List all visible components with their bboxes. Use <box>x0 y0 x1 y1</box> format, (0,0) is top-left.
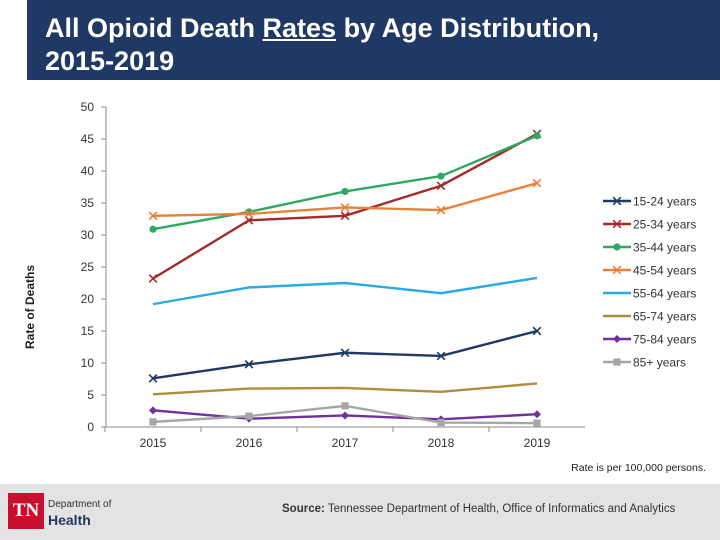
data-point-45-54-years <box>244 209 254 219</box>
title-bar: All Opioid Death Rates by Age Distributi… <box>27 0 720 80</box>
data-point-15-24-years <box>244 359 254 369</box>
legend-label-75-84-years: 75-84 years <box>633 333 696 347</box>
x-tick-label: 2018 <box>428 436 455 450</box>
data-point-85-years <box>533 419 541 427</box>
y-tick-label: 10 <box>81 356 95 370</box>
page-title: All Opioid Death Rates by Age Distributi… <box>45 12 705 78</box>
y-tick-label: 15 <box>81 324 95 338</box>
data-point-15-24-years <box>148 373 158 383</box>
title-part-1: All Opioid Death <box>45 13 263 43</box>
legend-marker-45-54-years <box>612 265 622 275</box>
logo-department-text: Department of <box>48 499 112 510</box>
rate-note: Rate is per 100,000 persons. <box>571 462 706 474</box>
y-tick-label: 25 <box>81 260 95 274</box>
legend-label-85-years: 85+ years <box>633 356 686 370</box>
data-point-75-84-years <box>341 411 349 420</box>
x-tick-label: 2019 <box>524 436 551 450</box>
data-point-85-years <box>149 418 157 426</box>
source-note: Source: Tennessee Department of Health, … <box>282 503 675 515</box>
data-point-35-44-years <box>437 172 445 180</box>
data-point-45-54-years <box>148 211 158 221</box>
data-point-85-years <box>341 402 349 410</box>
series-line-55-64-years <box>152 276 538 306</box>
y-tick-label: 5 <box>87 388 94 402</box>
logo-mark: TN <box>8 493 44 529</box>
legend-marker-75-84-years <box>613 335 621 343</box>
legend-label-45-54-years: 45-54 years <box>633 264 696 278</box>
data-point-75-84-years <box>533 410 541 419</box>
data-point-25-34-years <box>244 215 254 225</box>
series-line-25-34-years <box>152 132 538 280</box>
y-tick-label: 35 <box>81 196 95 210</box>
source-label: Source: <box>282 503 325 515</box>
data-point-15-24-years <box>532 326 542 336</box>
data-point-85-years <box>245 412 253 420</box>
data-point-15-24-years <box>340 348 350 358</box>
x-tick-label: 2016 <box>236 436 263 450</box>
y-axis-label: Rate of Deaths <box>23 265 37 349</box>
y-tick-label: 20 <box>81 292 95 306</box>
legend-label-25-34-years: 25-34 years <box>633 218 696 232</box>
x-tick-label: 2015 <box>140 436 167 450</box>
y-tick-label: 0 <box>87 420 94 434</box>
data-point-35-44-years <box>533 132 541 140</box>
y-tick-label: 40 <box>81 164 95 178</box>
legend-label-65-74-years: 65-74 years <box>633 310 696 324</box>
y-tick-label: 45 <box>81 132 95 146</box>
data-point-75-84-years <box>149 406 157 415</box>
title-underlined-word: Rates <box>262 13 337 43</box>
y-tick-label: 30 <box>81 228 95 242</box>
legend-marker-15-24-years <box>612 196 622 206</box>
data-point-15-24-years <box>436 351 446 361</box>
series-line-15-24-years <box>152 329 538 380</box>
legend-label-35-44-years: 35-44 years <box>633 241 696 255</box>
data-point-45-54-years <box>340 203 350 212</box>
legend-marker-25-34-years <box>612 219 622 229</box>
data-point-45-54-years <box>436 205 446 215</box>
source-text: Tennessee Department of Health, Office o… <box>324 503 676 515</box>
title-part-2: by Age Distribution, <box>336 13 600 43</box>
data-point-25-34-years <box>436 181 446 191</box>
data-point-85-years <box>437 418 445 427</box>
legend-label-15-24-years: 15-24 years <box>633 195 696 209</box>
series-line-65-74-years <box>152 382 538 396</box>
footer-bar <box>0 484 720 540</box>
data-point-35-44-years <box>341 187 349 196</box>
line-chart: 0 5 10 15 20 25 30 35 40 45 50 2015 2016 2017 2018 2019… <box>23 100 696 450</box>
logo-health-text: Health <box>48 512 91 528</box>
x-tick-label: 2017 <box>332 436 359 450</box>
title-line-2: 2015-2019 <box>45 46 175 76</box>
data-point-25-34-years <box>340 211 350 221</box>
y-tick-label: 50 <box>81 100 95 114</box>
data-point-45-54-years <box>532 178 542 188</box>
legend-marker-35-44-years <box>613 243 621 251</box>
data-point-35-44-years <box>149 225 157 233</box>
legend-label-55-64-years: 55-64 years <box>633 287 696 301</box>
legend-marker-85-years <box>613 358 621 366</box>
data-point-25-34-years <box>148 274 158 283</box>
